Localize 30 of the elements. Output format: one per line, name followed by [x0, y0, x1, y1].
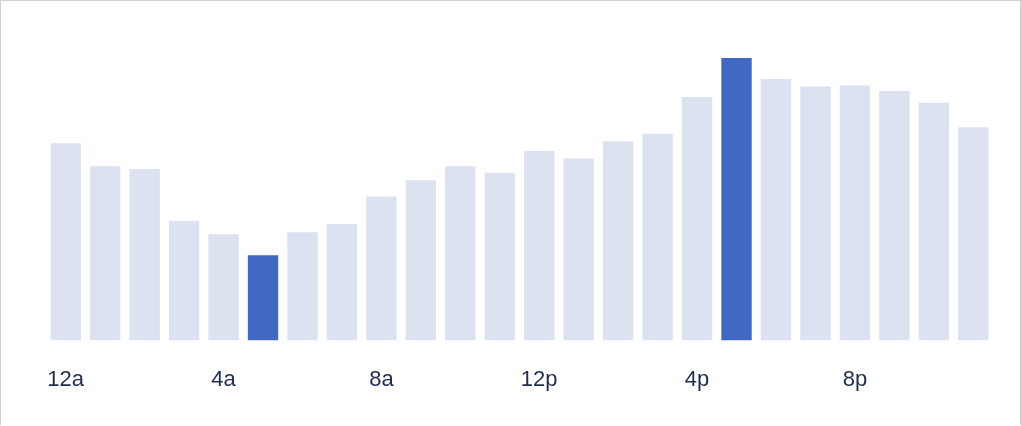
bar	[760, 78, 792, 341]
x-tick-label: 8a	[369, 365, 395, 391]
bar	[642, 133, 673, 341]
bar	[208, 234, 239, 341]
bar	[129, 169, 160, 341]
bar	[50, 143, 81, 341]
bar	[366, 196, 397, 341]
bar	[326, 223, 358, 341]
x-tick-label: 8p	[842, 365, 868, 391]
bar	[800, 86, 831, 341]
bar	[90, 166, 121, 341]
bar	[563, 158, 594, 341]
bar	[839, 85, 871, 341]
bar	[681, 97, 713, 341]
bar	[958, 127, 989, 341]
bar	[247, 255, 279, 341]
x-tick-label: 4p	[684, 365, 710, 391]
bar	[168, 221, 200, 341]
bar	[879, 91, 910, 341]
bar	[484, 172, 515, 341]
bar	[287, 232, 318, 341]
x-tick-label: 12a	[47, 365, 85, 391]
bar	[918, 102, 949, 341]
bar	[524, 150, 555, 341]
bar	[405, 180, 437, 341]
bar	[721, 58, 752, 341]
bar	[602, 141, 634, 341]
x-tick-label: 4a	[211, 365, 237, 391]
x-tick-label: 12p	[520, 365, 558, 391]
bar	[445, 166, 476, 341]
